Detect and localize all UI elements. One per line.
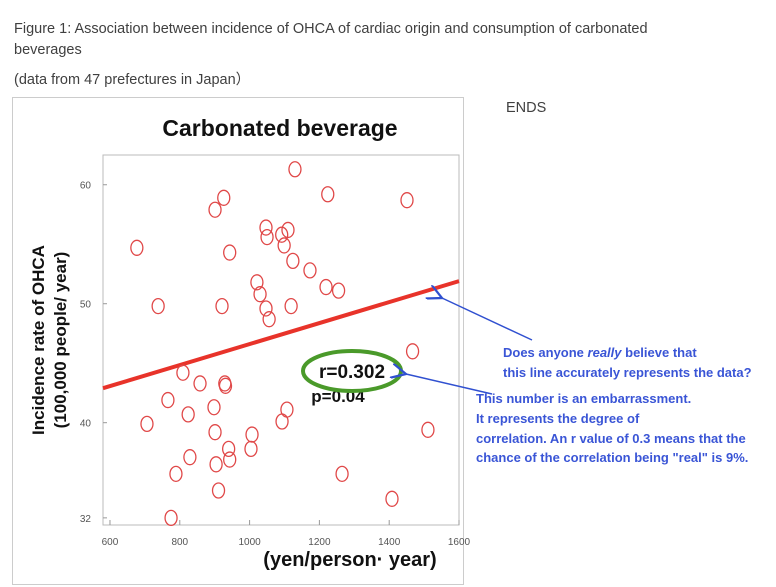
point (223, 451, 237, 468)
point (217, 189, 231, 206)
point (208, 424, 222, 441)
source-note: (data from 47 prefectures in Japan） (14, 71, 250, 88)
point (385, 490, 399, 507)
point (140, 415, 154, 433)
point (281, 221, 295, 239)
x-tick-label: 600 (102, 537, 119, 548)
point (421, 421, 435, 438)
x-axis-label: (yen/person· year) (263, 549, 436, 571)
point (183, 449, 197, 466)
point (207, 399, 221, 416)
question-text: Does anyone (503, 345, 588, 360)
chart-title: Carbonated beverage (162, 115, 397, 141)
point (335, 465, 349, 482)
x-tick-label: 1600 (448, 537, 471, 548)
point (164, 509, 178, 527)
point (259, 219, 273, 236)
point (176, 364, 190, 381)
point (221, 440, 236, 458)
stat-r: r=0.302 (319, 362, 385, 383)
point (400, 192, 414, 209)
plot: 32 40 50 60 600 800 1000 1200 1400 1600 (80, 161, 471, 548)
y-tick-label: 40 (80, 419, 92, 430)
point (211, 482, 226, 499)
point (321, 186, 335, 203)
x-tick-label: 1200 (308, 537, 331, 548)
x-tick-label: 1000 (238, 537, 261, 548)
caption: beverages (14, 42, 82, 58)
point (244, 440, 258, 458)
y-label: Incidence rate of OHCA (100,000 people/ … (29, 245, 70, 435)
point (277, 237, 291, 254)
point (303, 262, 317, 279)
y-tick-label: 32 (80, 514, 92, 525)
point (253, 286, 267, 303)
point (250, 274, 264, 291)
side-note: ENDS (506, 100, 546, 116)
x-tick-label: 800 (171, 537, 188, 548)
y-axis-label: (100,000 people/ year) (51, 252, 70, 429)
figure-frame (12, 97, 464, 585)
point (331, 282, 346, 299)
point (215, 297, 229, 315)
plot-frame (102, 154, 460, 526)
note: correlation. An r value of 0.3 means tha… (476, 431, 746, 446)
arrow (406, 374, 493, 395)
point (262, 311, 276, 328)
point (405, 343, 420, 360)
point (284, 297, 298, 315)
question: this line accurately represents the data… (503, 365, 752, 380)
y-tick-label: 50 (80, 300, 92, 311)
note: chance of the correlation being "real" i… (476, 450, 748, 465)
point (259, 300, 273, 317)
x-tick-label: 1400 (378, 537, 401, 548)
note: It represents the degree of (476, 411, 640, 426)
point (286, 252, 300, 270)
point (319, 278, 333, 296)
point (275, 413, 289, 430)
point (193, 375, 207, 392)
arrow (442, 298, 533, 341)
point (130, 239, 144, 256)
caption: Figure 1: Association between incidence … (14, 21, 648, 37)
y-tick-label: 60 (80, 181, 92, 192)
point (161, 391, 175, 409)
point (181, 406, 195, 423)
note: This number is an embarrassment. (476, 391, 691, 406)
point (169, 465, 183, 482)
point (218, 375, 232, 392)
point (209, 456, 223, 473)
question-text: believe that (622, 345, 698, 360)
question-emphasis: really (588, 345, 623, 360)
fit-line (102, 279, 460, 391)
point (260, 228, 274, 246)
point (208, 201, 222, 218)
point (223, 244, 237, 261)
y-axis-label: Incidence rate of OHCA (29, 245, 48, 435)
point (288, 161, 302, 178)
point (151, 297, 165, 315)
question: Does anyone really believe that (503, 345, 697, 360)
